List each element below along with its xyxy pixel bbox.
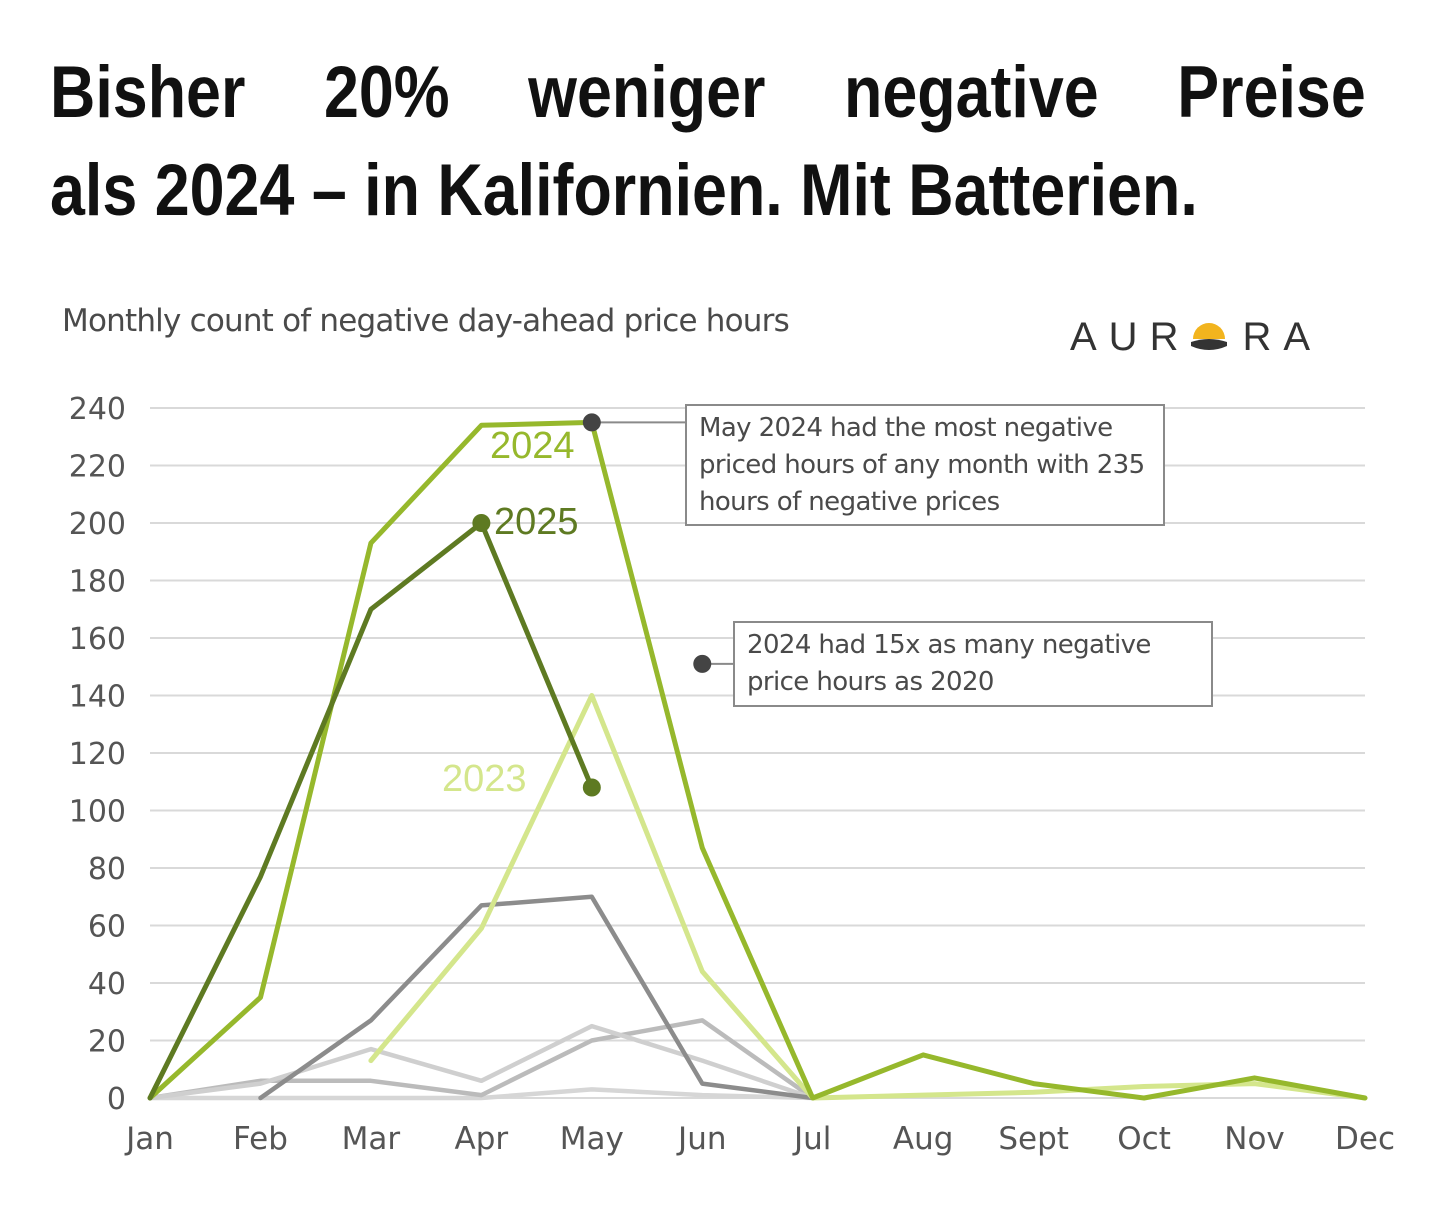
y-tick-label: 180	[69, 565, 126, 600]
series-line-2025	[147, 520, 595, 1101]
headline-word: negative	[843, 52, 1099, 133]
y-tick-label: 140	[69, 680, 126, 715]
y-tick-label: 20	[88, 1025, 126, 1060]
series-line-2023	[368, 693, 1368, 1101]
series-label-2024: 2024	[490, 425, 575, 467]
x-tick-label: Aug	[893, 1121, 954, 1157]
sun-icon	[1191, 323, 1228, 350]
callout-may-2024: May 2024 had the most negative priced ho…	[685, 404, 1165, 526]
series-line-gray-series	[258, 894, 815, 1101]
x-tick-label: Jul	[792, 1121, 831, 1157]
callout-connectors	[582, 413, 733, 673]
headline: Bisher 20% weniger negative Preise als 2…	[50, 44, 1366, 240]
headline-word: weniger	[528, 52, 766, 133]
y-tick-label: 40	[88, 967, 126, 1002]
logo-text-left: AUR	[1070, 314, 1191, 359]
y-tick-label: 160	[69, 622, 126, 657]
aurora-logo: AUR RA	[1070, 312, 1322, 362]
headline-word: Preise	[1177, 52, 1366, 133]
y-tick-label: 120	[69, 737, 126, 772]
data-point-marker	[582, 778, 601, 797]
x-tick-label: Dec	[1335, 1121, 1395, 1157]
y-tick-label: 60	[88, 910, 126, 945]
logo-text-right: RA	[1242, 314, 1323, 359]
x-tick-label: Jan	[124, 1121, 174, 1157]
chart-title: Monthly count of negative day-ahead pric…	[62, 303, 790, 339]
headline-line-2: als 2024 – in Kalifornien. Mit Batterien…	[50, 150, 1198, 231]
x-axis-ticks: Jan Feb Mar Apr May Jun Jul Aug Sept Oct Nov Dec	[124, 1121, 1395, 1157]
x-tick-label: Apr	[455, 1121, 509, 1157]
series-line-2021	[147, 1018, 815, 1101]
x-tick-label: Feb	[233, 1121, 288, 1157]
series-lines	[147, 419, 1368, 1101]
x-tick-label: Mar	[342, 1121, 401, 1157]
y-tick-label: 100	[69, 795, 126, 830]
x-tick-label: Nov	[1224, 1121, 1285, 1157]
callout-point	[693, 654, 712, 673]
y-tick-label: 200	[69, 507, 126, 542]
series-labels: 2024 2025 2023	[442, 425, 579, 800]
headline-word: 20%	[323, 52, 450, 133]
callout-point	[582, 413, 601, 432]
series-label-2023: 2023	[442, 758, 527, 800]
y-tick-label: 240	[69, 392, 126, 427]
x-tick-label: Oct	[1117, 1121, 1171, 1157]
series-line-2024	[147, 419, 1368, 1101]
data-point-marker	[472, 514, 491, 532]
series-label-2025: 2025	[494, 501, 579, 543]
callout-15x: 2024 had 15x as many negative price hour…	[733, 621, 1213, 707]
y-axis-ticks: 0 20 40 60 80 100 120 140 160 180 200 220 240	[69, 392, 126, 1117]
headline-word: Bisher	[50, 52, 246, 133]
series-line-2022	[147, 1023, 815, 1101]
y-tick-label: 0	[107, 1082, 126, 1117]
headline-line-1: Bisher 20% weniger negative Preise	[50, 44, 1366, 142]
y-tick-label: 220	[69, 450, 126, 485]
y-tick-label: 80	[88, 852, 126, 887]
x-tick-label: Sept	[998, 1121, 1069, 1157]
x-tick-label: May	[560, 1121, 624, 1157]
x-tick-label: Jun	[676, 1121, 726, 1157]
